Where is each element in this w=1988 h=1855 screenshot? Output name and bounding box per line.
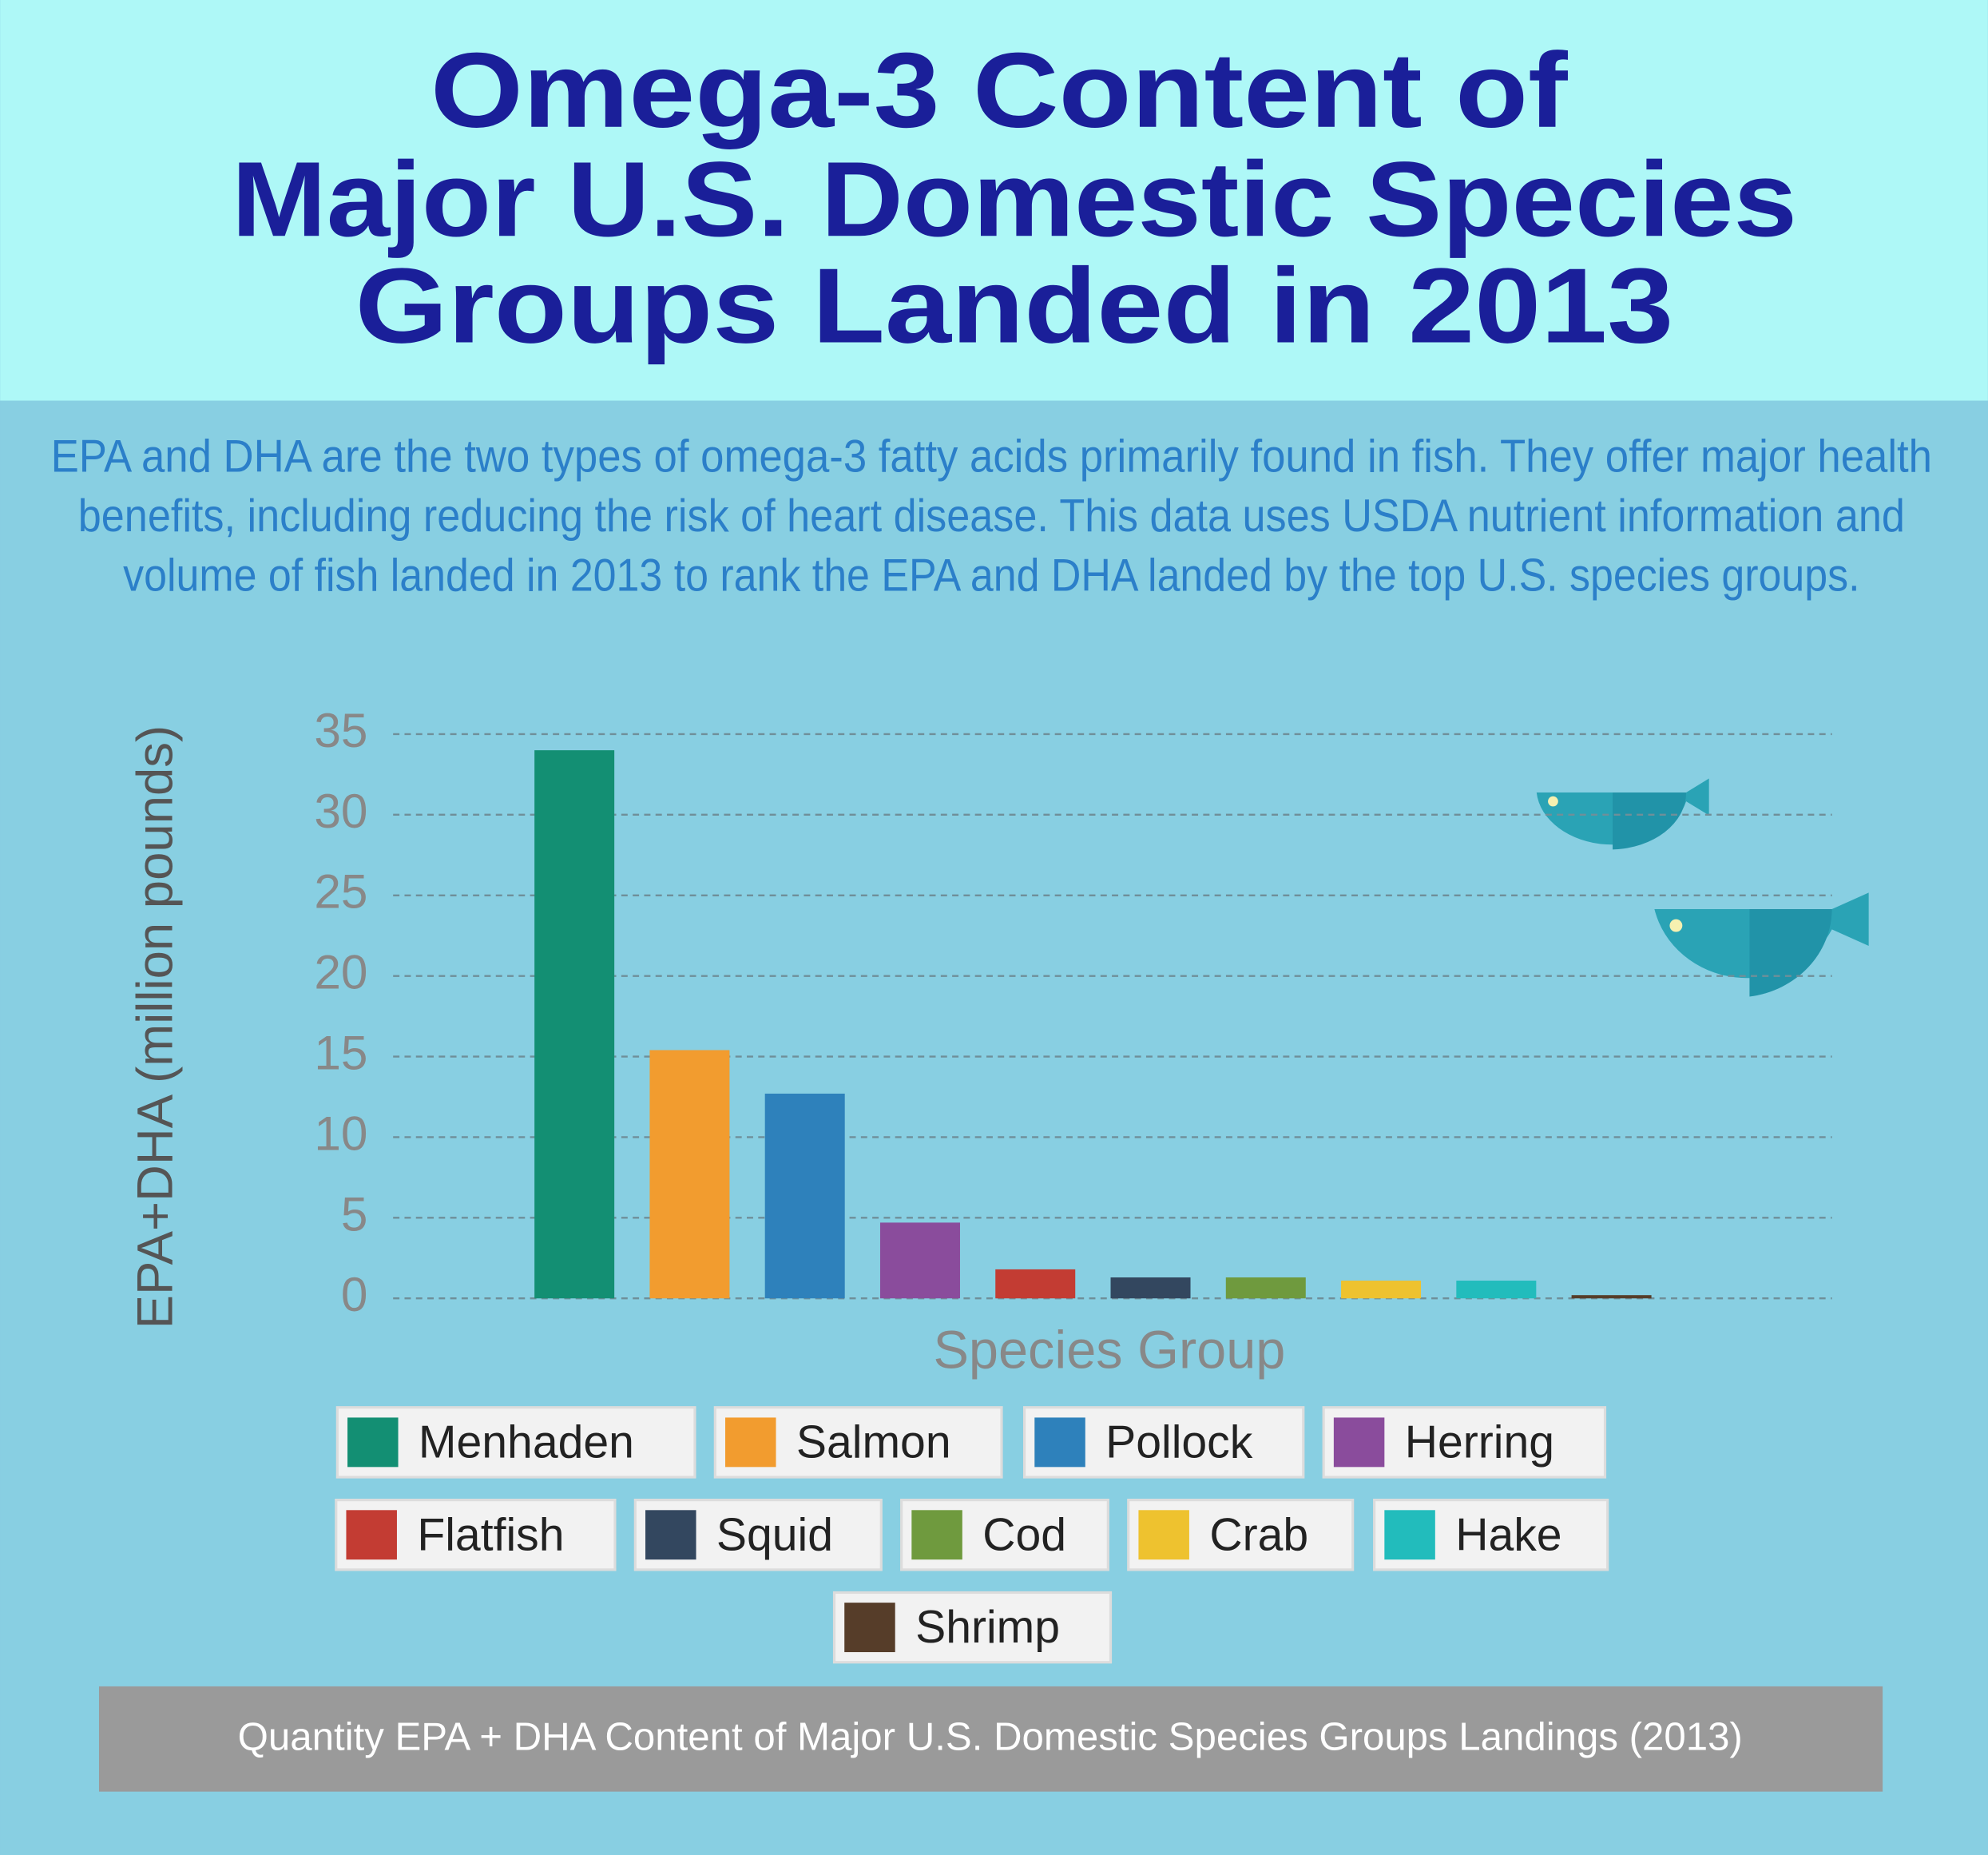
legend-swatch [346,1510,397,1560]
fish-icon [1654,892,1869,997]
legend-swatch [911,1510,962,1560]
legend-swatch [1384,1510,1435,1560]
y-axis-label: EPA+DHA (million pounds) [127,725,183,1329]
legend-label: Salmon [796,1416,951,1468]
caption-box [98,1686,1883,1792]
legend-label: Shrimp [915,1602,1060,1653]
y-tick-label: 5 [341,1186,368,1241]
legend-swatch [1034,1417,1085,1468]
subtitle-line: volume of fish landed in 2013 to rank th… [123,550,1859,602]
x-axis-label: Species Group [933,1321,1285,1380]
bar [649,1050,730,1299]
title-line: Major U.S. Domestic Species [232,140,1797,259]
bar [534,750,615,1299]
bar [764,1093,845,1299]
legend-swatch [347,1417,399,1468]
y-tick-label: 15 [314,1025,367,1079]
legend-swatch [1333,1417,1385,1468]
y-tick-label: 30 [314,784,367,838]
title-line: Groups Landed in 2013 [355,247,1674,366]
legend-label: Herring [1405,1416,1554,1468]
caption: Quantity EPA + DHA Content of Major U.S.… [238,1715,1743,1759]
bar [1571,1295,1652,1299]
subtitle-line: EPA and DHA are the two types of omega-3… [51,431,1932,482]
legend-swatch [844,1603,895,1653]
bar [879,1222,960,1299]
legend-label: Hake [1455,1509,1561,1560]
title-band [0,0,1988,401]
bar [1456,1281,1537,1299]
y-tick-label: 0 [341,1267,368,1321]
legend-swatch [1138,1510,1189,1560]
legend-label: Menhaden [419,1416,634,1468]
y-tick-label: 10 [314,1106,367,1160]
bar [1110,1277,1191,1299]
y-tick-label: 25 [314,864,367,919]
legend-label: Cod [982,1509,1066,1560]
bar [1225,1277,1306,1299]
subtitle-line: benefits, including reducing the risk of… [78,491,1905,542]
fish-icon [1536,778,1709,850]
y-tick-label: 35 [314,703,367,757]
bar [995,1269,1076,1299]
legend-label: Pollock [1105,1416,1253,1468]
legend-label: Squid [716,1509,833,1560]
y-tick-label: 20 [314,945,367,999]
title-line: Omega-3 Content of [431,31,1568,150]
bar [1341,1281,1422,1299]
legend-swatch [725,1417,776,1468]
legend-label: Flatfish [417,1509,564,1560]
legend-label: Crab [1209,1509,1308,1560]
legend-swatch [645,1510,696,1560]
